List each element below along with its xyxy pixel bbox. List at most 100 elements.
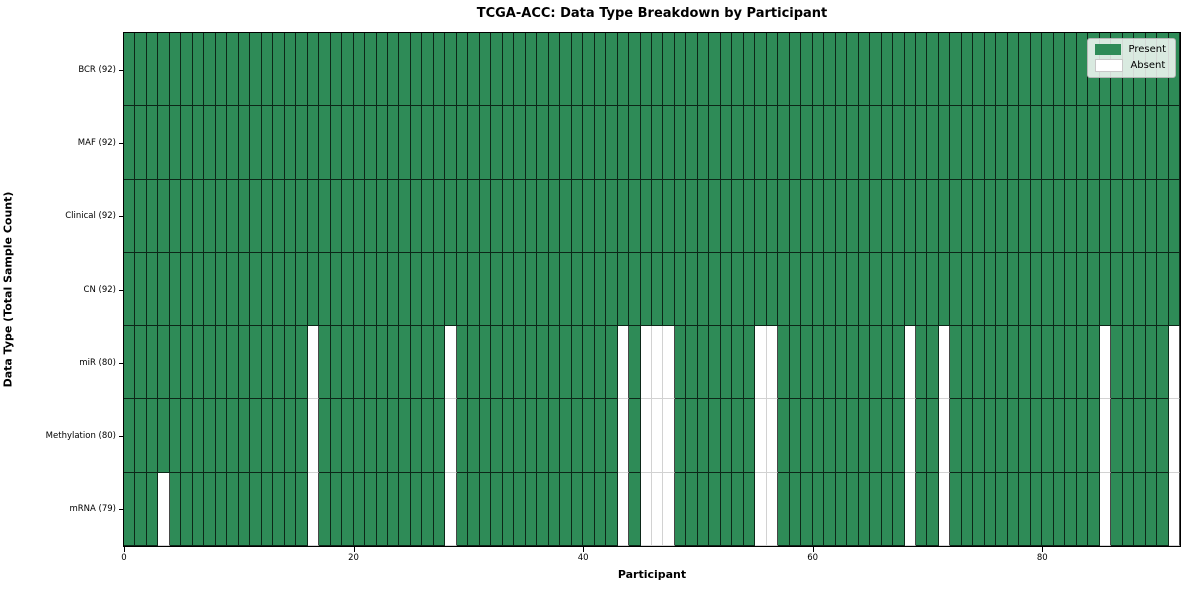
cell-Methylation-20 xyxy=(353,399,366,473)
cell-mRNA-88 xyxy=(1134,472,1146,546)
cell-MAF-18 xyxy=(330,106,343,180)
cell-mRNA-33 xyxy=(502,472,515,546)
cell-mRNA-5 xyxy=(181,472,193,546)
cell-Clinical-0 xyxy=(124,179,136,253)
cell-MAF-21 xyxy=(365,106,377,180)
y-tick-mark xyxy=(119,142,124,144)
cell-Clinical-61 xyxy=(824,179,836,253)
cell-miR-74 xyxy=(973,326,985,400)
cell-Clinical-53 xyxy=(732,179,744,253)
cell-miR-90 xyxy=(1157,326,1169,400)
cell-MAF-52 xyxy=(720,106,733,180)
cell-Clinical-48 xyxy=(674,179,687,253)
cell-MAF-36 xyxy=(537,106,549,180)
cell-mRNA-72 xyxy=(950,472,962,546)
cell-miR-41 xyxy=(594,326,607,400)
cell-Methylation-47 xyxy=(663,399,675,473)
cell-miR-45 xyxy=(640,326,652,400)
cell-BCR-29 xyxy=(456,33,469,107)
cell-BCR-49 xyxy=(686,33,698,107)
cell-BCR-51 xyxy=(709,33,721,107)
cell-mRNA-8 xyxy=(215,472,228,546)
cell-mRNA-15 xyxy=(296,472,308,546)
cell-Methylation-73 xyxy=(961,399,974,473)
cell-MAF-78 xyxy=(1019,106,1031,180)
cell-BCR-19 xyxy=(342,33,354,107)
cell-BCR-38 xyxy=(560,33,572,107)
cell-Methylation-19 xyxy=(342,399,354,473)
cell-Clinical-35 xyxy=(525,179,538,253)
cell-miR-51 xyxy=(709,326,721,400)
cell-Methylation-53 xyxy=(732,399,744,473)
cell-mRNA-82 xyxy=(1065,472,1077,546)
cell-mRNA-35 xyxy=(525,472,538,546)
cell-miR-52 xyxy=(720,326,733,400)
cell-MAF-71 xyxy=(938,106,951,180)
cell-MAF-4 xyxy=(169,106,182,180)
cell-miR-44 xyxy=(629,326,641,400)
cell-MAF-63 xyxy=(847,106,859,180)
cell-Methylation-25 xyxy=(410,399,423,473)
cell-MAF-54 xyxy=(743,106,756,180)
y-tick-mark xyxy=(119,289,124,291)
cell-Clinical-38 xyxy=(560,179,572,253)
cell-BCR-24 xyxy=(399,33,411,107)
cell-mRNA-10 xyxy=(238,472,251,546)
cell-mRNA-55 xyxy=(755,472,767,546)
cell-miR-80 xyxy=(1042,326,1054,400)
cell-Clinical-32 xyxy=(491,179,503,253)
cell-Clinical-19 xyxy=(342,179,354,253)
cell-CN-47 xyxy=(663,252,675,327)
cell-Methylation-0 xyxy=(124,399,136,473)
cell-BCR-45 xyxy=(640,33,652,107)
cell-mRNA-44 xyxy=(629,472,641,546)
cell-MAF-55 xyxy=(755,106,767,180)
cell-Methylation-4 xyxy=(169,399,182,473)
cell-miR-19 xyxy=(342,326,354,400)
cell-MAF-47 xyxy=(663,106,675,180)
cell-miR-39 xyxy=(571,326,584,400)
cell-Clinical-40 xyxy=(583,179,595,253)
cell-CN-43 xyxy=(617,252,630,327)
cell-Methylation-26 xyxy=(422,399,434,473)
cell-CN-44 xyxy=(629,252,641,327)
cell-Clinical-68 xyxy=(904,179,916,253)
cell-Methylation-40 xyxy=(583,399,595,473)
cell-Clinical-54 xyxy=(743,179,756,253)
cell-mRNA-36 xyxy=(537,472,549,546)
legend: Present Absent xyxy=(1087,38,1176,78)
cell-BCR-18 xyxy=(330,33,343,107)
cell-mRNA-23 xyxy=(388,472,400,546)
cell-CN-15 xyxy=(296,252,308,327)
cell-Clinical-82 xyxy=(1065,179,1077,253)
cell-MAF-76 xyxy=(996,106,1008,180)
cell-Clinical-33 xyxy=(502,179,515,253)
cell-mRNA-79 xyxy=(1030,472,1043,546)
cell-Clinical-29 xyxy=(456,179,469,253)
cell-miR-23 xyxy=(388,326,400,400)
cell-mRNA-11 xyxy=(250,472,262,546)
cell-MAF-38 xyxy=(560,106,572,180)
cell-miR-76 xyxy=(996,326,1008,400)
cell-mRNA-64 xyxy=(858,472,871,546)
cell-Methylation-85 xyxy=(1099,399,1112,473)
cell-miR-36 xyxy=(537,326,549,400)
cell-Methylation-21 xyxy=(365,399,377,473)
cell-miR-59 xyxy=(801,326,813,400)
y-tick-mark xyxy=(119,216,124,218)
cell-Methylation-84 xyxy=(1088,399,1100,473)
cell-Clinical-67 xyxy=(893,179,905,253)
cell-MAF-31 xyxy=(479,106,492,180)
cell-BCR-83 xyxy=(1076,33,1089,107)
cell-mRNA-60 xyxy=(812,472,825,546)
cell-Clinical-87 xyxy=(1122,179,1135,253)
cell-BCR-7 xyxy=(204,33,216,107)
cell-CN-42 xyxy=(606,252,618,327)
cell-miR-14 xyxy=(284,326,297,400)
cell-CN-60 xyxy=(812,252,825,327)
cell-Methylation-43 xyxy=(617,399,630,473)
y-tick-label-MAF: MAF (92) xyxy=(77,137,116,148)
cell-mRNA-91 xyxy=(1168,472,1180,546)
cell-BCR-66 xyxy=(881,33,894,107)
cell-mRNA-76 xyxy=(996,472,1008,546)
